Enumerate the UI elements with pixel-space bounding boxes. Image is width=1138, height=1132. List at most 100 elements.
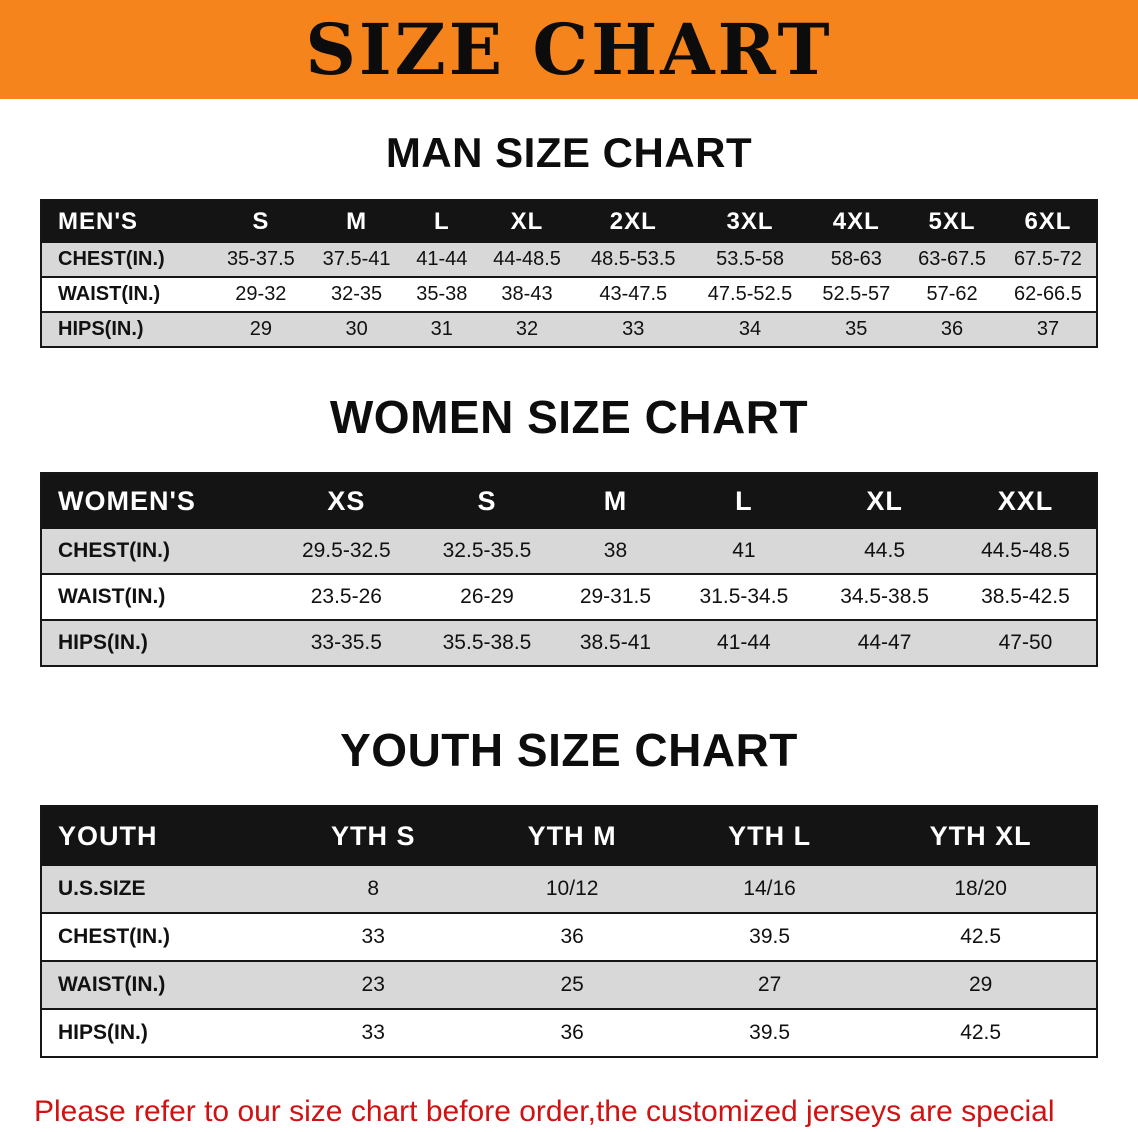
youth-size-section: YOUTH SIZE CHART YOUTH YTH S YTH M YTH L YTH… xyxy=(0,723,1138,1058)
men-size-table: MEN'S S M L XL 2XL 3XL 4XL 5XL 6XL CHEST(IN.) 35-37… xyxy=(40,199,1098,348)
size-value-cell: 39.5 xyxy=(749,1021,791,1044)
size-value-cell: 10/12 xyxy=(545,877,599,900)
size-value-cell: 29.5-32.5 xyxy=(301,539,391,562)
size-value-cell: 36 xyxy=(940,318,964,340)
size-value-cell: 38.5-42.5 xyxy=(981,585,1070,608)
size-value-cell: 47-50 xyxy=(998,631,1053,654)
size-value-cell: 52.5-57 xyxy=(822,283,891,305)
size-value-cell: 48.5-53.5 xyxy=(591,248,676,270)
size-value-cell: 37.5-41 xyxy=(322,248,391,270)
size-column-header: S xyxy=(213,200,309,243)
size-value-cell: 47.5-52.5 xyxy=(707,283,793,305)
size-value-cell: 26-29 xyxy=(460,585,514,608)
size-value-cell: 23.5-26 xyxy=(310,585,382,608)
measurement-row: HIPS(IN.) 29 30 31 32 33 34 35 36 37 xyxy=(41,312,1097,347)
size-column-header: YTH S xyxy=(276,806,471,866)
size-value-cell: 23 xyxy=(361,973,385,996)
size-value-cell: 32.5-35.5 xyxy=(442,539,532,562)
size-value-cell: 35-38 xyxy=(416,283,468,305)
size-column-header: M xyxy=(557,473,674,529)
men-section-title: MAN SIZE CHART xyxy=(385,129,753,176)
size-value-cell: 42.5 xyxy=(960,925,1002,948)
measurement-row: U.S.SIZE 8 10/12 14/16 18/20 xyxy=(41,866,1097,913)
size-value-cell: 14/16 xyxy=(743,877,796,900)
row-label-cell: CHEST(IN.) xyxy=(58,925,170,948)
size-value-cell: 29 xyxy=(968,973,993,996)
size-value-cell: 35 xyxy=(845,318,868,340)
size-value-cell: 44-47 xyxy=(857,631,912,654)
size-value-cell: 38.5-41 xyxy=(579,631,652,654)
measurement-row: CHEST(IN.) 29.5-32.5 32.5-35.5 38 41 44.5 44.5… xyxy=(41,529,1097,574)
size-value-cell: 57-62 xyxy=(926,283,978,305)
size-value-cell: 31 xyxy=(430,318,453,340)
size-value-cell: 25 xyxy=(560,973,584,996)
size-value-cell: 41-44 xyxy=(717,631,771,654)
youth-section-title: YOUTH SIZE CHART xyxy=(340,724,798,776)
size-column-header: M xyxy=(308,200,405,243)
row-label-cell: WAIST(IN.) xyxy=(58,585,166,608)
size-column-header: YTH L xyxy=(673,806,866,866)
size-value-cell: 27 xyxy=(757,973,782,996)
men-size-section: MAN SIZE CHART MEN'S S M L XL 2XL 3XL 4XL 5XL 6XL… xyxy=(0,129,1138,348)
row-label-cell: HIPS(IN.) xyxy=(58,1021,148,1044)
size-value-cell: 39.5 xyxy=(749,925,791,948)
women-size-section: WOMEN SIZE CHART WOMEN'S XS S M L XL XXL CHEST(… xyxy=(0,390,1138,667)
size-value-cell: 44-48.5 xyxy=(493,248,561,270)
size-value-cell: 67.5-72 xyxy=(1014,248,1082,270)
size-column-header: 2XL xyxy=(574,200,692,243)
size-column-header: S xyxy=(416,473,558,529)
size-value-cell: 42.5 xyxy=(960,1021,1002,1044)
size-column-header: XL xyxy=(814,473,955,529)
size-value-cell: 36 xyxy=(560,925,584,948)
row-label-cell: WAIST(IN.) xyxy=(58,283,161,305)
size-value-cell: 43-47.5 xyxy=(599,283,668,305)
size-value-cell: 35-37.5 xyxy=(226,248,295,270)
youth-size-table: YOUTH YTH S YTH M YTH L YTH XL U.S.SIZE 8 10/12… xyxy=(40,805,1098,1058)
page-title: SIZE CHART xyxy=(305,7,833,91)
table-name-cell: WOMEN'S xyxy=(41,473,276,529)
size-value-cell: 44.5-48.5 xyxy=(981,539,1070,562)
women-size-table: WOMEN'S XS S M L XL XXL CHEST(IN.) 29.5-32.5 32.5… xyxy=(40,472,1098,667)
size-value-cell: 33 xyxy=(622,318,645,340)
size-value-cell: 33-35.5 xyxy=(310,631,382,654)
size-value-cell: 62-66.5 xyxy=(1014,283,1082,305)
size-value-cell: 32 xyxy=(515,318,539,340)
size-column-header: L xyxy=(673,473,815,529)
row-label-cell: WAIST(IN.) xyxy=(58,973,166,996)
size-column-header: 6XL xyxy=(999,200,1097,243)
row-label-cell: CHEST(IN.) xyxy=(58,539,170,562)
size-column-header: XS xyxy=(276,473,417,529)
measurement-row: WAIST(IN.) 29-32 32-35 35-38 38-43 43-47.5 47.… xyxy=(41,277,1097,312)
size-value-cell: 35.5-38.5 xyxy=(442,631,532,654)
row-label-cell: CHEST(IN.) xyxy=(58,248,165,270)
size-column-header: XL xyxy=(479,200,575,243)
banner: SIZE CHART xyxy=(0,0,1138,99)
size-value-cell: 30 xyxy=(345,318,368,340)
measurement-row: HIPS(IN.) 33 36 39.5 42.5 xyxy=(41,1009,1097,1057)
size-value-cell: 32-35 xyxy=(331,283,383,305)
size-value-cell: 34 xyxy=(738,318,762,340)
size-value-cell: 31.5-34.5 xyxy=(699,585,789,608)
size-column-header: YTH M xyxy=(470,806,674,866)
size-column-header: 3XL xyxy=(691,200,809,243)
size-value-cell: 41 xyxy=(732,539,756,562)
size-value-cell: 44.5 xyxy=(864,539,905,562)
table-header-row: YOUTH YTH S YTH M YTH L YTH XL xyxy=(41,806,1097,866)
size-value-cell: 36 xyxy=(560,1021,584,1044)
size-column-header: 4XL xyxy=(808,200,905,243)
size-column-header: YTH XL xyxy=(865,806,1097,866)
row-label-cell: U.S.SIZE xyxy=(58,877,146,900)
women-section-title: WOMEN SIZE CHART xyxy=(329,391,809,443)
size-value-cell: 34.5-38.5 xyxy=(840,585,929,608)
size-value-cell: 8 xyxy=(367,877,380,900)
size-value-cell: 58-63 xyxy=(830,248,882,270)
measurement-row: HIPS(IN.) 33-35.5 35.5-38.5 38.5-41 41-44 44-… xyxy=(41,620,1097,666)
measurement-row: WAIST(IN.) 23 25 27 29 xyxy=(41,961,1097,1009)
size-column-header: 5XL xyxy=(904,200,1000,243)
disclaimer-note: Please refer to our size chart before or… xyxy=(34,1090,1114,1132)
table-name-cell: MEN'S xyxy=(41,200,213,243)
measurement-row: WAIST(IN.) 23.5-26 26-29 29-31.5 31.5-34.5 34… xyxy=(41,574,1097,620)
table-name-cell: YOUTH xyxy=(41,806,276,866)
size-value-cell: 38-43 xyxy=(501,283,553,305)
